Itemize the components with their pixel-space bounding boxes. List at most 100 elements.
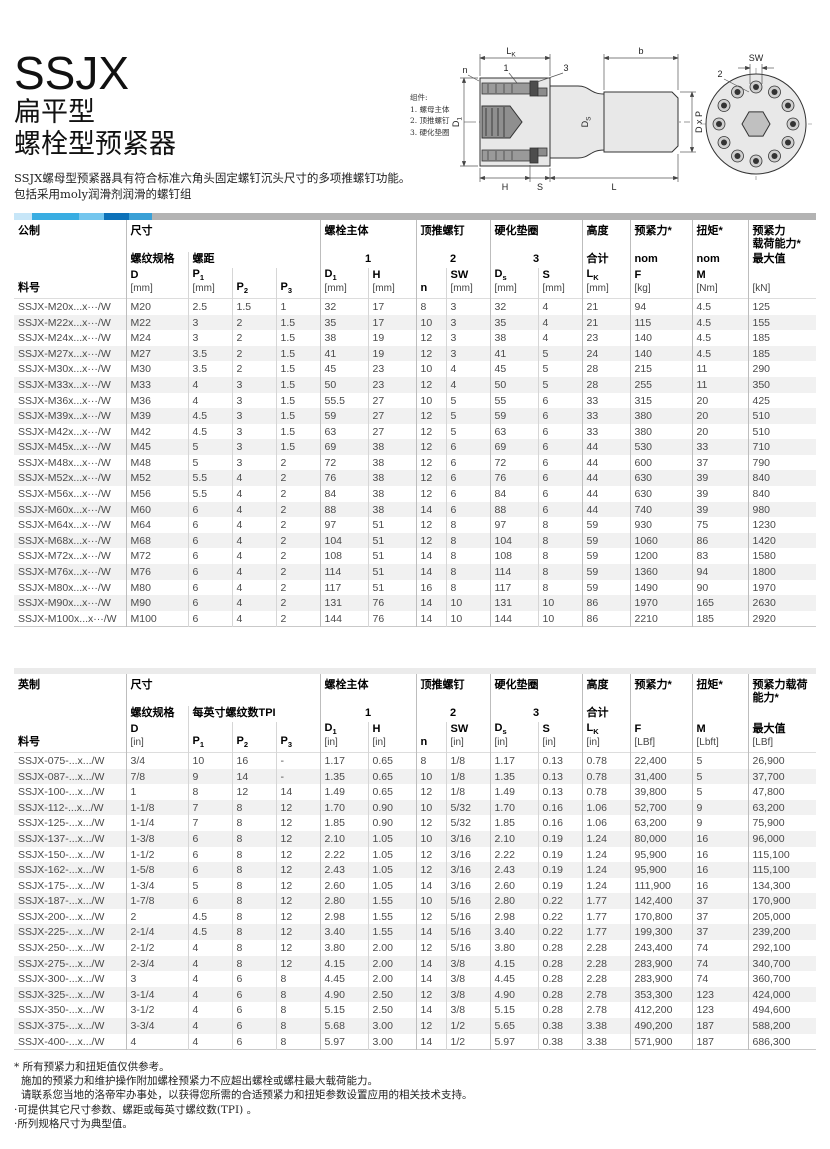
table-cell: 3: [231, 408, 276, 424]
table-cell: 6: [187, 501, 232, 518]
table-cell: SSJX-300-...x.../W: [18, 973, 105, 986]
table-cell: SSJX-200-...x.../W: [18, 910, 105, 923]
table-cell: 16: [415, 579, 446, 596]
table-cell: 84: [319, 486, 368, 502]
table-cell: 3: [445, 314, 490, 331]
header-cell: [kN]: [747, 267, 816, 299]
table-cell: 710: [747, 439, 816, 455]
table-cell: 12: [415, 815, 446, 831]
table-cell: 88: [319, 501, 368, 518]
table-cell: 12: [415, 784, 446, 800]
table-cell: 1360: [629, 564, 692, 580]
table-cell: 8: [445, 548, 490, 565]
table-cell: 1.5: [231, 298, 276, 315]
header-cell: 英制: [18, 679, 40, 691]
dim-lk-label: LK: [506, 46, 516, 59]
table-cell: 32: [319, 298, 368, 315]
table-row: SSJX-162-...x.../W 1-5/8 6 8 12 2.43 1.05 12 3/1…: [14, 862, 816, 878]
table-cell: SSJX-M100x...x···/W: [18, 612, 117, 625]
header-cell: 2: [415, 252, 490, 268]
table-cell: 14: [275, 784, 320, 800]
table-cell: 117: [489, 579, 538, 596]
table-cell: 38: [367, 486, 416, 502]
table-cell: 0.90: [367, 799, 416, 816]
table-row: SSJX-M45x...x···/W M45 5 3 1.5 69 38 12 6 69 6 44 53…: [14, 439, 816, 455]
table-cell: SSJX-075-...x.../W: [18, 754, 105, 767]
table-cell: 86: [691, 532, 748, 549]
table-cell: 39: [691, 486, 748, 502]
table-row: SSJX-M100x...x···/W M100 6 4 2 144 76 14 10 144 10…: [14, 610, 816, 627]
table-cell: 72: [489, 454, 538, 471]
table-cell: 8: [275, 1018, 320, 1034]
table-cell: 5: [187, 877, 232, 894]
table-cell: 8: [231, 924, 276, 941]
header-cell: F [kg]: [629, 267, 692, 299]
table-row: SSJX-M20x...x···/W M20 2.5 1.5 1 32 17 8 3 32 4 21 9…: [14, 298, 816, 315]
table-cell: 14: [415, 595, 446, 611]
table-cell: SSJX-M24x...x···/W: [18, 332, 111, 345]
table-cell: 0.78: [581, 784, 630, 800]
table-cell: 1-5/8: [125, 862, 188, 878]
table-cell: 33: [691, 439, 748, 455]
table-cell: 2: [275, 595, 320, 611]
table-cell: 1.5: [275, 392, 320, 409]
table-row: SSJX-200-...x.../W 2 4.5 8 12 2.98 1.55 12 5/16 2…: [14, 908, 816, 925]
header-cell: F [LBf]: [629, 721, 692, 753]
table-cell: 205,000: [747, 908, 816, 925]
end-view: SW 2: [700, 53, 812, 180]
table-cell: 9: [691, 815, 748, 831]
table-cell: 51: [367, 548, 416, 565]
table-cell: 39,800: [629, 784, 692, 800]
table-cell: 5/16: [445, 893, 490, 909]
table-cell: M27: [125, 345, 188, 362]
table-cell: 2: [231, 361, 276, 377]
header-cell: P3: [275, 721, 320, 753]
table-row: SSJX-M22x...x···/W M22 3 2 1.5 35 17 10 3 35 4 21 11…: [14, 314, 816, 331]
table-cell: 1580: [747, 548, 816, 565]
table-cell: 45: [319, 361, 368, 377]
table-cell: 23: [367, 376, 416, 393]
table-cell: 11: [691, 361, 748, 377]
table-cell: 8: [275, 971, 320, 987]
table-cell: 10: [445, 610, 490, 627]
table-cell: 52,700: [629, 799, 692, 816]
table-cell: 8: [537, 579, 582, 596]
table-cell: M90: [125, 595, 188, 611]
table-cell: 4: [187, 955, 232, 972]
table-cell: 1-1/2: [125, 846, 188, 863]
table-cell: 63,200: [629, 815, 692, 831]
table-cell: 12: [275, 908, 320, 925]
table-cell: 14: [415, 1033, 446, 1050]
table-cell: 980: [747, 501, 816, 518]
table-cell: 144: [489, 610, 538, 627]
header-cell: P2: [231, 721, 276, 753]
table-cell: 4.45: [319, 971, 368, 987]
table-cell: 1.5: [275, 439, 320, 455]
table-cell: 27: [367, 392, 416, 409]
table-cell: SSJX-M72x...x···/W: [18, 550, 111, 563]
table-row: SSJX-M64x...x···/W M64 6 4 2 97 51 12 8 97 8 59 930 7…: [14, 517, 816, 533]
table-cell: SSJX-375-...x.../W: [18, 1020, 105, 1033]
table-cell: 8: [537, 548, 582, 565]
table-cell: 6: [537, 501, 582, 518]
table-cell: 1.17: [319, 752, 368, 769]
table-cell: 12: [275, 893, 320, 909]
table-cell: 3: [445, 298, 490, 315]
table-cell: 12: [415, 408, 446, 424]
table-cell: 2-3/4: [125, 955, 188, 972]
table-cell: 16: [231, 752, 276, 769]
table-cell: 424,000: [747, 986, 816, 1003]
table-cell: 5.5: [187, 470, 232, 487]
table-cell: 10: [415, 314, 446, 331]
table-cell: 630: [629, 486, 692, 502]
table-cell: 7: [187, 815, 232, 831]
table-cell: 6: [231, 1002, 276, 1019]
table-cell: 35: [319, 314, 368, 331]
table-row: SSJX-M24x...x···/W M24 3 2 1.5 38 19 12 3 38 4 23 14…: [14, 330, 816, 346]
header-cell: 最大值: [747, 252, 816, 268]
table-cell: 8: [415, 752, 446, 769]
table-cell: 2.98: [489, 908, 538, 925]
table-cell: 6: [445, 439, 490, 455]
table-cell: 44: [581, 470, 630, 487]
table-cell: 17: [367, 314, 416, 331]
